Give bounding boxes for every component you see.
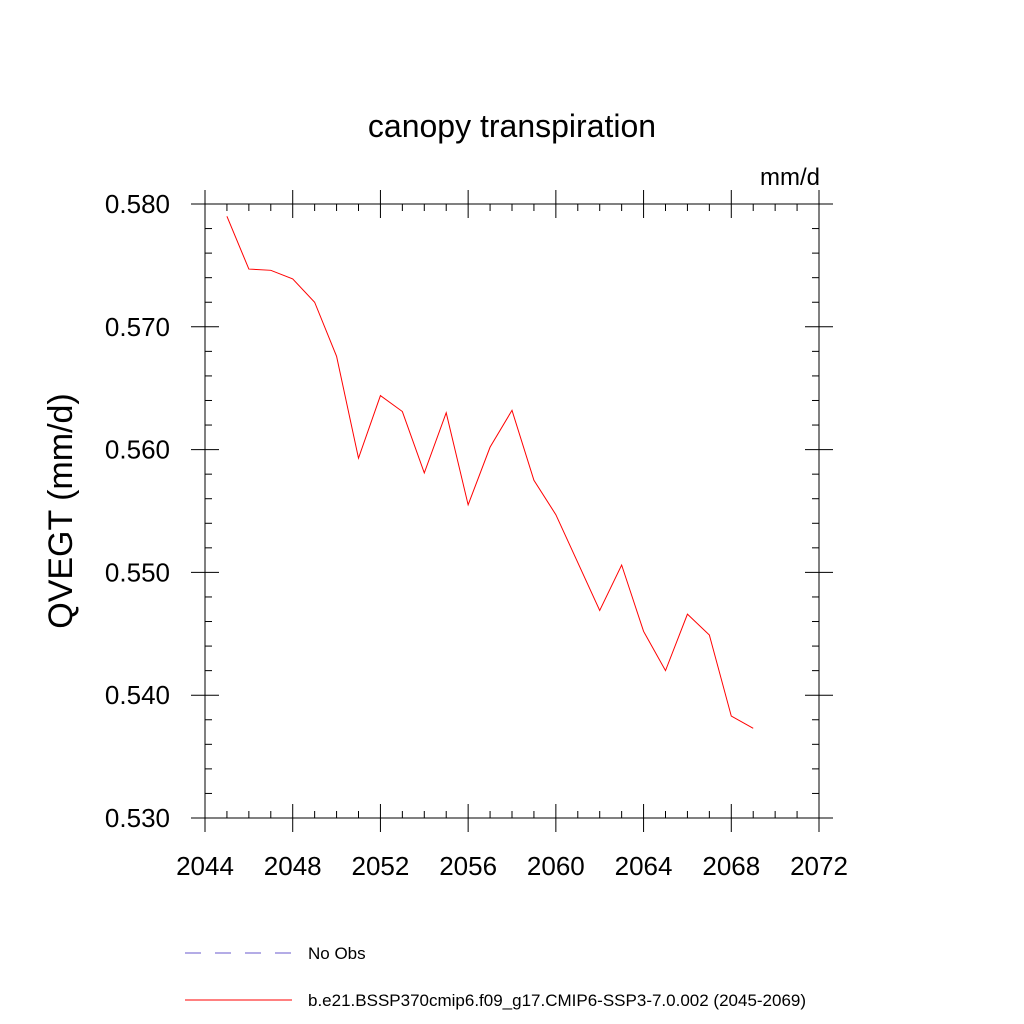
x-tick-label: 2072 bbox=[790, 851, 848, 881]
legend: No Obs b.e21.BSSP370cmip6.f09_g17.CMIP6-S… bbox=[185, 944, 806, 1010]
y-tick-label: 0.550 bbox=[105, 557, 170, 587]
x-tick-label: 2048 bbox=[264, 851, 322, 881]
y-tick-label: 0.540 bbox=[105, 680, 170, 710]
x-tick-label: 2052 bbox=[352, 851, 410, 881]
y-tick-label: 0.570 bbox=[105, 312, 170, 342]
legend-label: No Obs bbox=[308, 944, 366, 963]
y-tick-label: 0.560 bbox=[105, 435, 170, 465]
y-tick-label: 0.530 bbox=[105, 803, 170, 833]
x-tick-label: 2068 bbox=[702, 851, 760, 881]
units-label: mm/d bbox=[760, 164, 820, 191]
y-tick-label: 0.580 bbox=[105, 189, 170, 219]
x-tick-label: 2056 bbox=[439, 851, 497, 881]
legend-label: b.e21.BSSP370cmip6.f09_g17.CMIP6-SSP3-7.… bbox=[308, 991, 806, 1010]
x-tick-label: 2064 bbox=[615, 851, 673, 881]
x-tick-label: 2060 bbox=[527, 851, 585, 881]
axis-ticks: 2044 2048 2052 2056 2060 2064 2068 2072 0.530 0.5… bbox=[105, 189, 848, 881]
plot-frame bbox=[204, 203, 820, 819]
chart-title: canopy transpiration bbox=[368, 108, 656, 144]
x-tick-label: 2044 bbox=[176, 851, 234, 881]
y-axis-label: QVEGT (mm/d) bbox=[42, 393, 80, 629]
series-lines bbox=[226, 216, 754, 729]
series-line bbox=[226, 216, 754, 729]
